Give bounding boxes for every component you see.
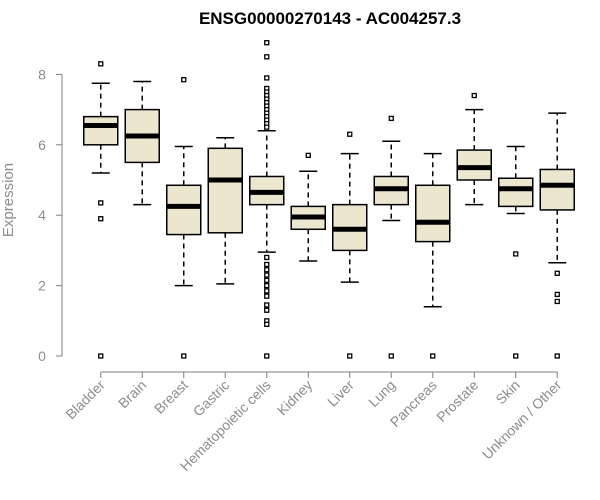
box-group	[332, 131, 368, 359]
outlier-point	[388, 353, 394, 359]
outlier-point	[388, 115, 394, 122]
y-axis: 0 2 4 6 8	[38, 66, 63, 364]
box	[498, 177, 534, 208]
x-tick-label: Unknown / Other	[479, 377, 565, 463]
box	[166, 184, 202, 236]
x-tick-label: Kidney	[274, 377, 316, 419]
box-group	[539, 112, 575, 359]
box	[456, 149, 492, 181]
box-group	[207, 137, 243, 285]
box-group	[290, 152, 326, 262]
outlier-point	[264, 321, 270, 327]
y-tick-label: 8	[38, 66, 46, 82]
box-group	[456, 92, 492, 206]
boxes-layer	[83, 40, 575, 359]
box-group	[498, 145, 534, 359]
outlier-point	[264, 267, 270, 273]
outlier-point	[264, 54, 270, 60]
outlier-point	[554, 353, 560, 359]
box-group	[124, 80, 160, 206]
y-tick-label: 4	[38, 207, 46, 223]
y-tick-label: 2	[38, 278, 46, 294]
outlier-point	[554, 291, 560, 298]
outlier-point	[513, 353, 519, 359]
box-group	[166, 77, 202, 359]
outlier-point	[98, 353, 104, 359]
box-group	[83, 61, 119, 359]
box	[415, 184, 451, 243]
box-group	[415, 152, 451, 359]
outlier-point	[264, 293, 270, 299]
box	[539, 168, 575, 211]
outlier-point	[181, 353, 187, 359]
box-group	[249, 40, 285, 359]
outlier-point	[554, 298, 560, 305]
x-tick-label: Lung	[365, 377, 398, 410]
x-tick-label: Breast	[151, 377, 191, 417]
box	[83, 115, 119, 146]
outlier-point	[264, 277, 270, 283]
outlier-point	[305, 152, 311, 159]
outlier-point	[347, 131, 353, 137]
x-tick-label: Liver	[324, 377, 357, 410]
outlier-point	[347, 353, 353, 359]
outlier-point	[264, 75, 270, 81]
outlier-point	[554, 270, 560, 276]
box-group	[373, 115, 409, 359]
x-tick-label: Skin	[492, 377, 523, 408]
outlier-point	[264, 40, 270, 46]
y-tick-label: 6	[38, 137, 46, 153]
outlier-point	[98, 216, 104, 222]
outlier-point	[264, 254, 270, 261]
outlier-point	[264, 272, 270, 278]
outlier-point	[264, 261, 270, 268]
outlier-point	[264, 307, 270, 313]
chart-title: ENSG00000270143 - AC004257.3	[199, 9, 461, 28]
box	[207, 147, 243, 234]
outlier-point	[430, 353, 436, 359]
outlier-point	[264, 288, 270, 294]
outlier-point	[98, 200, 104, 206]
x-tick-label: Prostate	[433, 377, 481, 425]
y-axis-label: Expression	[0, 163, 17, 237]
outlier-point	[264, 124, 270, 130]
outlier-point	[264, 353, 270, 359]
outlier-point	[513, 251, 519, 257]
outlier-point	[264, 282, 270, 289]
x-tick-label: Bladder	[62, 377, 108, 423]
outlier-point	[181, 77, 187, 83]
outlier-point	[471, 92, 477, 99]
x-tick-label: Brain	[115, 377, 149, 411]
outlier-point	[98, 61, 104, 67]
y-tick-label: 0	[38, 348, 46, 364]
outlier-point	[264, 302, 270, 308]
